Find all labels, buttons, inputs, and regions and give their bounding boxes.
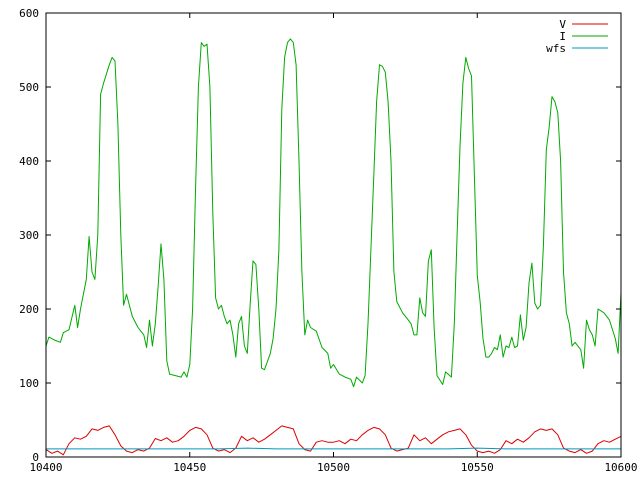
legend-label-i: I [559,30,566,43]
axis-ticks: 10400 10450 10500 10550 10600 0 100 200 300 400 50… [19,7,637,474]
series-layer [45,38,622,456]
x-tick-label: 10450 [173,461,206,474]
y-tick-label: 200 [19,303,39,316]
legend-label-wfs: wfs [546,42,566,55]
x-tick-label: 10550 [461,461,494,474]
y-tick-label: 500 [19,81,39,94]
series-line-v [45,425,622,456]
x-tick-label: 10600 [604,461,637,474]
y-tick-label: 300 [19,229,39,242]
y-tick-label: 0 [32,451,39,464]
y-tick-label: 600 [19,7,39,20]
x-tick-label: 10400 [29,461,62,474]
y-tick-label: 400 [19,155,39,168]
x-tick-label: 10500 [317,461,350,474]
plot-frame [45,12,622,458]
series-line-wfs [46,447,621,450]
series-line-i [45,38,622,388]
legend-label-v: V [559,18,566,31]
y-tick-label: 100 [19,377,39,390]
